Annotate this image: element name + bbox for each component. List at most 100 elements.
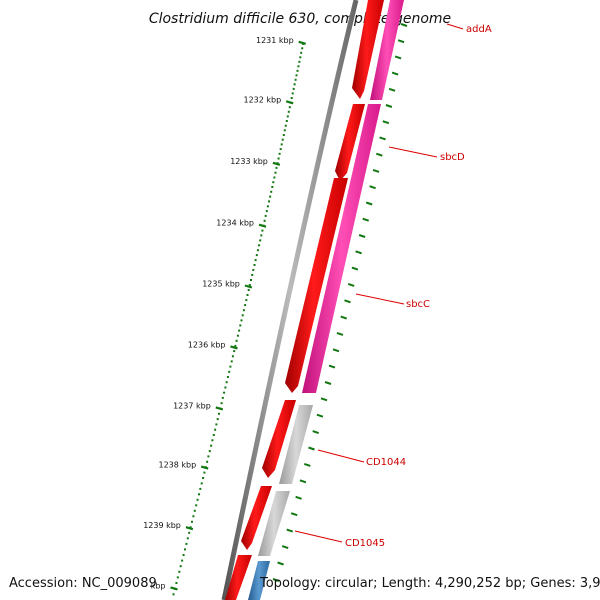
scale-dot — [207, 455, 210, 458]
gene-CD1045[interactable] — [241, 486, 272, 550]
scale-dot — [278, 152, 281, 155]
scale-dot — [235, 339, 238, 342]
scale-dot — [226, 376, 229, 378]
right-tick — [372, 168, 380, 173]
scale-dot — [176, 576, 179, 579]
right-tick — [328, 364, 336, 369]
scale-dot — [295, 74, 298, 77]
backbone-ring — [221, 0, 359, 600]
scale-dot — [214, 428, 217, 431]
gene-addA[interactable] — [352, 0, 384, 99]
scale-dot — [196, 498, 199, 501]
scale-dot — [245, 299, 248, 302]
scale-dot — [254, 259, 257, 262]
scale-dot — [223, 391, 226, 394]
gene-CD1044[interactable] — [262, 400, 296, 478]
right-tick — [355, 250, 362, 255]
scale-dot — [220, 402, 223, 405]
scale-dot — [293, 83, 296, 86]
cog-sbcD-sbcC — [302, 104, 381, 393]
scale-dot — [200, 482, 203, 485]
gene-label-sbcD[interactable]: sbcD — [440, 152, 465, 163]
scale-dot — [211, 439, 214, 442]
scale-dot — [221, 396, 224, 399]
cog-CD1044 — [279, 405, 313, 484]
scale-dot — [300, 51, 303, 54]
gene-label-lines — [294, 23, 464, 543]
right-tick — [308, 446, 315, 451]
scale-kbp-label: 1234 kbp — [216, 219, 254, 228]
scale-major-tick — [285, 100, 294, 105]
scale-dot — [283, 129, 286, 132]
right-tick — [303, 462, 311, 467]
right-tick-arc — [272, 23, 408, 582]
right-tick — [347, 282, 355, 287]
scale-dot — [270, 190, 273, 193]
scale-dot — [261, 229, 264, 232]
scale-dot — [186, 537, 189, 540]
scale-dot — [206, 460, 209, 463]
scale-dot — [236, 334, 239, 337]
scale-dot — [230, 360, 233, 363]
scale-dot — [248, 284, 251, 286]
scale-dot — [251, 274, 254, 276]
gene-sbcD[interactable] — [335, 104, 365, 181]
right-tick — [340, 315, 348, 320]
scale-dot — [250, 279, 252, 281]
right-tick — [312, 430, 320, 435]
scale-dot — [210, 444, 213, 447]
scale-dot — [297, 65, 300, 68]
scale-dot — [224, 386, 227, 389]
gene-label-CD1045[interactable]: CD1045 — [345, 538, 385, 549]
gene-label-sbcC[interactable]: sbcC — [406, 299, 430, 310]
scale-dot — [242, 309, 245, 312]
scale-dot — [277, 157, 280, 160]
scale-kbp-label: kbp — [151, 581, 166, 590]
scale-kbp-label: 1236 kbp — [188, 340, 226, 349]
scale-dot — [229, 365, 232, 368]
scale-dot — [198, 493, 200, 496]
scale-dot — [287, 110, 290, 113]
scale-kbp-label: 1232 kbp — [243, 95, 281, 104]
scale-kbp-label: 1237 kbp — [173, 401, 211, 410]
scale-dot — [178, 570, 181, 573]
gene-label-addA[interactable]: addA — [466, 24, 492, 35]
scale-major-tick — [272, 161, 281, 166]
right-tick — [391, 71, 399, 76]
scale-dot — [273, 176, 276, 179]
right-tick — [379, 136, 386, 141]
scale-dot — [192, 515, 195, 518]
right-tick — [316, 413, 324, 418]
scale-dot — [247, 289, 250, 291]
scale-dot — [239, 324, 242, 327]
scale-kbp-label: 1238 kbp — [158, 461, 196, 470]
right-tick — [272, 578, 280, 582]
scale-dot — [172, 593, 175, 596]
scale-dot — [175, 582, 178, 584]
gene-next[interactable] — [225, 555, 252, 600]
scale-dot — [234, 344, 237, 347]
accession-text: Accession: NC_009089 — [9, 576, 157, 591]
scale-dot — [255, 254, 258, 257]
scale-dot — [203, 471, 206, 474]
scale-dot — [280, 143, 283, 146]
scale-dot — [299, 56, 302, 59]
gene-sbcC[interactable] — [285, 178, 348, 393]
scale-dot — [266, 205, 269, 208]
scale-dot — [215, 423, 218, 426]
cog-next — [248, 561, 270, 600]
right-tick — [369, 185, 376, 190]
scale-kbp-label: 1239 kbp — [143, 521, 181, 530]
scale-dot — [294, 78, 297, 81]
right-tick — [295, 495, 302, 500]
cog-CD1045 — [258, 491, 290, 556]
scale-major-tick — [298, 40, 307, 45]
right-tick — [382, 120, 390, 125]
scale-dot — [285, 120, 288, 122]
scale-dot — [290, 97, 293, 99]
scale-dot — [256, 249, 259, 252]
scale-dot — [272, 181, 275, 184]
gene-label-CD1044[interactable]: CD1044 — [366, 457, 406, 468]
scale-dot — [301, 47, 304, 50]
scale-kbp-label: 1231 kbp — [256, 36, 294, 45]
